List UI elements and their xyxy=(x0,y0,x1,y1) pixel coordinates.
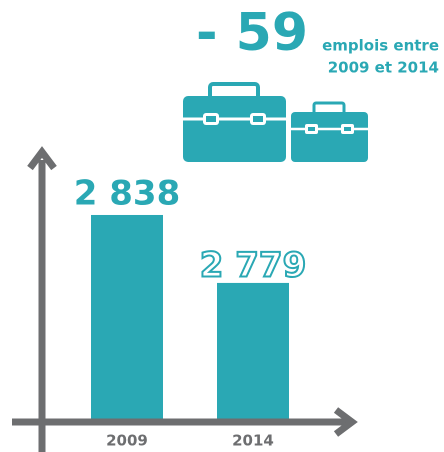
x-tick-label: 2014 xyxy=(232,432,274,450)
briefcase-small xyxy=(291,101,368,162)
bar xyxy=(91,214,163,420)
annotation-line: 2009 et 2014 xyxy=(328,59,439,77)
value-label: 2 779 xyxy=(200,245,306,285)
difference: - 59 xyxy=(196,3,308,63)
value-label: 2 838 xyxy=(74,173,180,213)
x-tick-label: 2009 xyxy=(106,432,148,450)
briefcase-large xyxy=(183,82,286,162)
bar xyxy=(217,282,289,420)
axes xyxy=(12,146,358,452)
annotation-line: emplois entre xyxy=(322,37,439,55)
